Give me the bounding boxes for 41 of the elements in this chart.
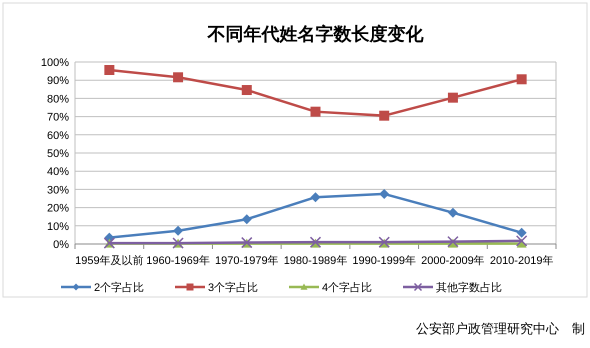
x-tick-label: 2000-2009年	[421, 255, 485, 267]
point	[447, 236, 459, 248]
point	[378, 236, 390, 248]
point	[379, 188, 390, 199]
x-tick-label: 2010-2019年	[490, 255, 554, 267]
legend-label: 4个字占比	[322, 281, 372, 294]
legend-label: 其他字数占比	[436, 281, 502, 294]
point	[516, 235, 528, 247]
point	[173, 226, 184, 236]
chart-title: 不同年代姓名字数长度变化	[206, 24, 424, 44]
y-tick-label: 40%	[46, 166, 70, 178]
point	[448, 208, 458, 218]
y-tick-label: 30%	[46, 184, 70, 196]
point	[173, 72, 184, 82]
x-tick-label: 1960-1969年	[146, 255, 210, 267]
y-tick-label: 10%	[46, 220, 70, 233]
y-tick-label: 100%	[40, 57, 70, 69]
y-tick-label: 0%	[53, 239, 70, 251]
y-tick-label: 90%	[46, 75, 70, 88]
point	[242, 85, 252, 96]
x-tick-label: 1959年及以前	[75, 254, 144, 267]
y-tick-label: 60%	[46, 130, 70, 142]
point	[310, 236, 322, 248]
y-tick-label: 80%	[46, 93, 70, 106]
legend-label: 2个字占比	[94, 281, 144, 294]
y-tick-label: 20%	[46, 202, 70, 215]
legend-label: 3个字占比	[208, 281, 258, 294]
text: 公安部户政管理研究中心 制	[416, 321, 585, 336]
point	[516, 228, 527, 238]
point	[516, 74, 527, 84]
x-tick-label: 1990-1999年	[352, 255, 416, 267]
point	[104, 65, 114, 76]
y-tick-label: 70%	[46, 112, 70, 124]
point	[310, 192, 320, 202]
y-tick-label: 50%	[46, 148, 70, 160]
x-tick-label: 1970-1979年	[214, 255, 279, 267]
point	[448, 92, 458, 103]
point	[242, 214, 252, 224]
point	[310, 106, 320, 117]
x-tick-label: 1980-1989年	[284, 255, 348, 267]
point	[379, 110, 390, 121]
